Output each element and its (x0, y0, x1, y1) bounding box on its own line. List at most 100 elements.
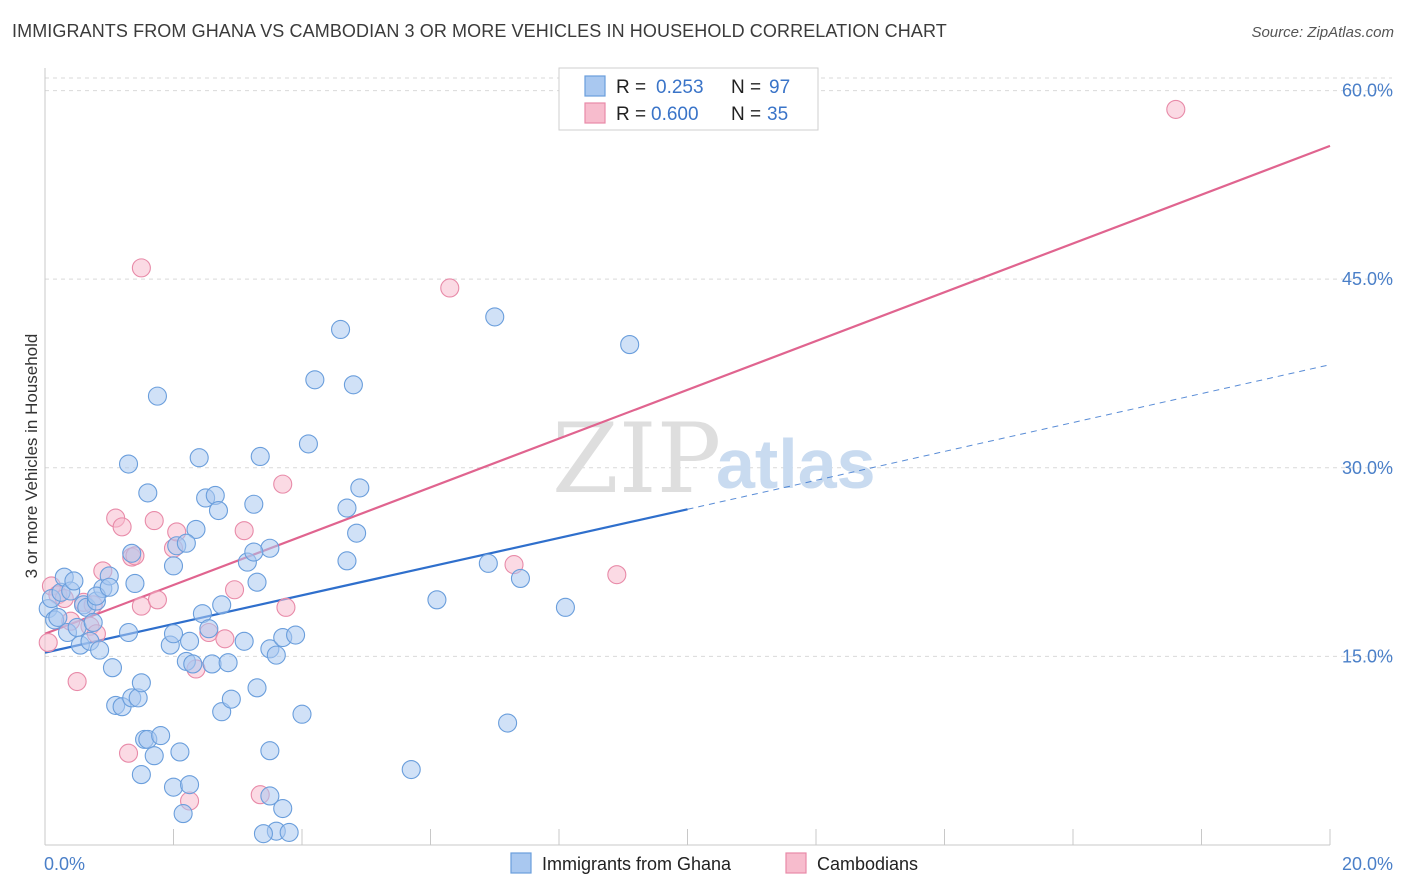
ghana-point (183, 654, 203, 674)
cambodians-point (607, 565, 627, 585)
y-tick-label: 45.0% (1342, 269, 1393, 289)
ghana-point (498, 713, 518, 733)
legend-n-value-ghana: 97 (769, 77, 790, 98)
series-legend: Immigrants from Ghana Cambodians (510, 852, 918, 874)
y-tick-label: 60.0% (1342, 81, 1393, 101)
ghana-point (260, 538, 280, 558)
ghana-point (163, 624, 184, 644)
ghana-point (90, 640, 110, 660)
ghana-point (212, 595, 232, 615)
cambodians-point (147, 590, 167, 610)
legend-n-value-cambodians: 35 (767, 104, 788, 125)
y-axis-label: 3 or more Vehicles in Household (22, 334, 41, 579)
ghana-point (510, 568, 531, 588)
ghana-point (218, 653, 238, 673)
legend-r-label-ghana: R = (616, 77, 646, 98)
cambodians-trend-line (44, 144, 1331, 635)
ghana-point (247, 572, 267, 592)
ghana-point (176, 533, 196, 553)
x-tick-label: 20.0% (1342, 854, 1393, 874)
y-tick-label: 30.0% (1342, 458, 1393, 478)
ghana-point (427, 590, 447, 610)
cambodians-point (112, 517, 132, 537)
ghana-point (247, 678, 267, 698)
tick-labels: 15.0% 30.0% 45.0% 60.0% 0.0% 20.0% (44, 81, 1393, 874)
ghana-point (131, 765, 151, 785)
ghana-point (138, 483, 158, 503)
ghana-point (260, 741, 280, 761)
ghana-point (337, 498, 357, 518)
ghana-point (250, 446, 270, 467)
ghana-point (330, 319, 351, 340)
ghana-point (189, 448, 209, 468)
legend-r-label-cambodians: R = (616, 104, 646, 125)
ghana-point (180, 775, 200, 795)
ghana-point (163, 556, 184, 576)
ghana-point (350, 478, 370, 498)
ghana-point (212, 702, 232, 722)
cambodians-point (234, 521, 254, 541)
ghana-point (83, 612, 103, 632)
ghana-point (199, 619, 219, 639)
cambodians-point (273, 474, 293, 494)
ghana-point (118, 454, 139, 474)
bottom-legend-label-cambodians: Cambodians (817, 854, 918, 874)
ghana-point (273, 798, 293, 819)
ghana-point (401, 760, 421, 780)
cambodians-point (131, 258, 151, 278)
ghana-point (144, 746, 164, 766)
ghana-point (286, 625, 306, 645)
ghana-point (131, 673, 151, 693)
ghana-point (221, 689, 241, 709)
ghana-point (266, 645, 286, 665)
ghana-point (305, 370, 325, 390)
ghana-point (180, 631, 200, 651)
bottom-legend-swatch-ghana (510, 852, 532, 874)
ghana-point (64, 571, 84, 591)
ghana-point (337, 551, 357, 571)
ghana-point (99, 577, 119, 597)
ghana-trend-line (44, 508, 688, 654)
ghana-point (67, 617, 87, 638)
ghana-point (244, 494, 264, 514)
ghana-point (102, 658, 123, 678)
cambodians-point (1166, 99, 1186, 119)
legend-r-value-cambodians: 0.600 (651, 104, 699, 125)
ghana-point (244, 542, 264, 562)
legend-n-label-ghana: N = (731, 77, 761, 98)
trend-lines (44, 144, 1331, 654)
ghana-point (125, 573, 145, 594)
ghana-point (555, 597, 575, 617)
cambodians-point (67, 671, 87, 692)
ghana-point (122, 543, 142, 563)
ghana-point (173, 804, 193, 824)
axes (44, 68, 1331, 846)
source-note: Source: ZipAtlas.com (1251, 24, 1394, 41)
cambodians-point (118, 743, 139, 763)
bottom-legend-label-ghana: Immigrants from Ghana (542, 854, 732, 874)
ghana-point (147, 386, 167, 406)
legend-n-label-cambodians: N = (731, 104, 761, 125)
cambodians-point (215, 629, 235, 649)
ghana-point (347, 523, 367, 543)
bottom-legend-swatch-cambodians (785, 852, 807, 874)
ghana-point (620, 335, 640, 355)
watermark: ZIP atlas (552, 403, 876, 515)
watermark-zip: ZIP (552, 403, 721, 515)
cambodians-point (144, 511, 164, 531)
correlation-legend: R = 0.253 N = 97 R = 0.600 N = 35 (558, 67, 819, 131)
cambodians-point (131, 596, 151, 616)
ghana-point (163, 777, 184, 797)
ghana-point (279, 822, 299, 842)
ghana-point (253, 824, 274, 844)
legend-swatch-cambodians (584, 102, 606, 124)
ghana-point (151, 726, 171, 746)
ghana-points (38, 307, 640, 844)
ghana-point (292, 704, 312, 724)
x-tick-label: 0.0% (44, 854, 85, 874)
cambodians-point (440, 278, 460, 298)
watermark-atlas: atlas (716, 425, 876, 503)
ghana-point (48, 607, 68, 627)
ghana-point (170, 742, 190, 762)
